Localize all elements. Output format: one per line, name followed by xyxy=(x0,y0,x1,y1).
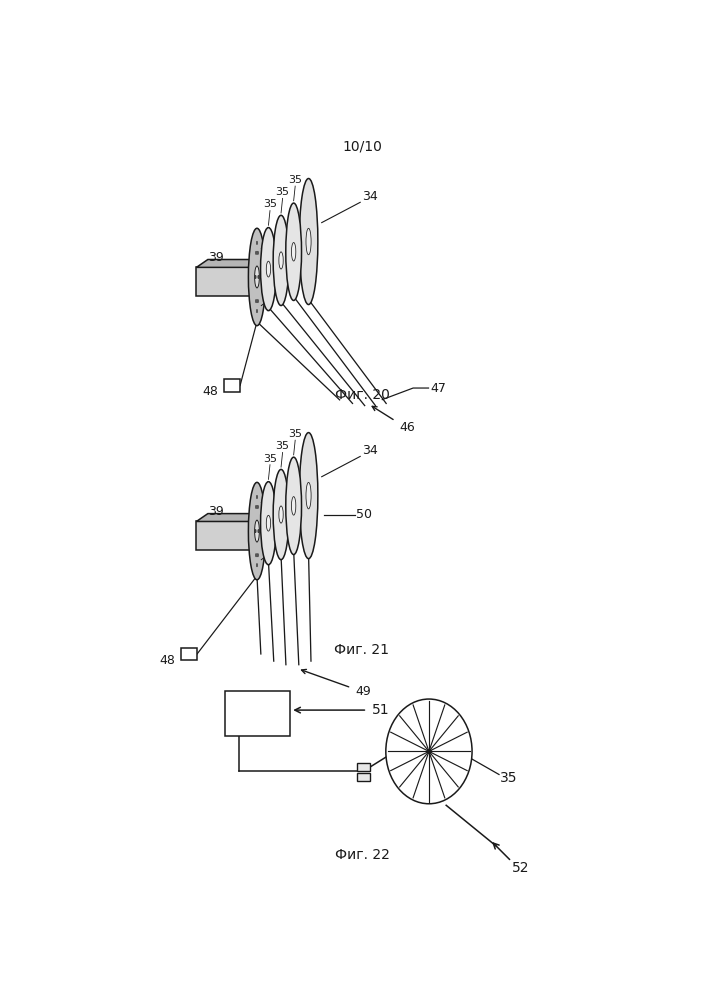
Ellipse shape xyxy=(255,275,256,279)
Ellipse shape xyxy=(267,261,271,277)
Ellipse shape xyxy=(261,482,276,565)
Text: 50: 50 xyxy=(356,508,372,521)
Polygon shape xyxy=(262,477,310,560)
Ellipse shape xyxy=(267,515,271,531)
Text: 34: 34 xyxy=(363,190,378,203)
Ellipse shape xyxy=(257,553,258,557)
Ellipse shape xyxy=(306,482,311,509)
Ellipse shape xyxy=(291,497,296,515)
Polygon shape xyxy=(197,514,262,521)
Bar xyxy=(356,773,370,781)
Text: Фиг. 20: Фиг. 20 xyxy=(334,388,390,402)
Text: 39: 39 xyxy=(208,505,224,518)
Text: 39: 39 xyxy=(208,251,224,264)
Text: 46: 46 xyxy=(399,421,415,434)
Ellipse shape xyxy=(286,203,301,300)
Text: 47: 47 xyxy=(431,382,446,395)
Ellipse shape xyxy=(257,299,258,303)
Ellipse shape xyxy=(279,506,284,523)
Polygon shape xyxy=(262,223,310,306)
Ellipse shape xyxy=(256,299,257,303)
Ellipse shape xyxy=(386,699,472,804)
Ellipse shape xyxy=(248,228,266,326)
Ellipse shape xyxy=(255,529,256,533)
Ellipse shape xyxy=(255,520,259,542)
Text: 51: 51 xyxy=(373,703,390,717)
Polygon shape xyxy=(197,521,250,550)
Text: 35: 35 xyxy=(263,199,277,209)
Text: Фиг. 21: Фиг. 21 xyxy=(334,643,390,657)
Text: 35: 35 xyxy=(288,175,302,185)
Bar xyxy=(356,763,370,771)
Ellipse shape xyxy=(256,251,257,255)
Text: 48: 48 xyxy=(160,654,175,667)
Polygon shape xyxy=(250,514,262,550)
Ellipse shape xyxy=(255,266,259,288)
Ellipse shape xyxy=(261,228,276,311)
Ellipse shape xyxy=(291,243,296,261)
Ellipse shape xyxy=(286,457,301,555)
Ellipse shape xyxy=(257,505,258,509)
Ellipse shape xyxy=(256,505,257,509)
Text: 35: 35 xyxy=(276,441,290,451)
Bar xyxy=(182,648,197,660)
Text: 49: 49 xyxy=(355,685,370,698)
Polygon shape xyxy=(197,260,262,267)
Ellipse shape xyxy=(258,275,259,279)
Ellipse shape xyxy=(258,529,259,533)
Ellipse shape xyxy=(279,252,284,269)
Ellipse shape xyxy=(299,179,318,305)
Text: 52: 52 xyxy=(512,861,530,875)
Ellipse shape xyxy=(257,251,258,255)
Ellipse shape xyxy=(299,433,318,559)
Text: 10/10: 10/10 xyxy=(342,140,382,154)
Ellipse shape xyxy=(273,215,289,306)
Text: 35: 35 xyxy=(501,771,518,785)
Text: 34: 34 xyxy=(363,444,378,457)
Text: 48: 48 xyxy=(203,385,218,398)
Text: 35: 35 xyxy=(263,454,277,464)
Text: Фиг. 22: Фиг. 22 xyxy=(334,848,390,862)
Ellipse shape xyxy=(273,469,289,560)
Ellipse shape xyxy=(256,553,257,557)
Bar xyxy=(224,379,240,392)
Polygon shape xyxy=(197,267,250,296)
Ellipse shape xyxy=(306,228,311,255)
Text: 35: 35 xyxy=(288,429,302,439)
Polygon shape xyxy=(250,260,262,296)
Ellipse shape xyxy=(248,482,266,580)
Bar xyxy=(225,691,291,736)
Text: 35: 35 xyxy=(276,187,290,197)
